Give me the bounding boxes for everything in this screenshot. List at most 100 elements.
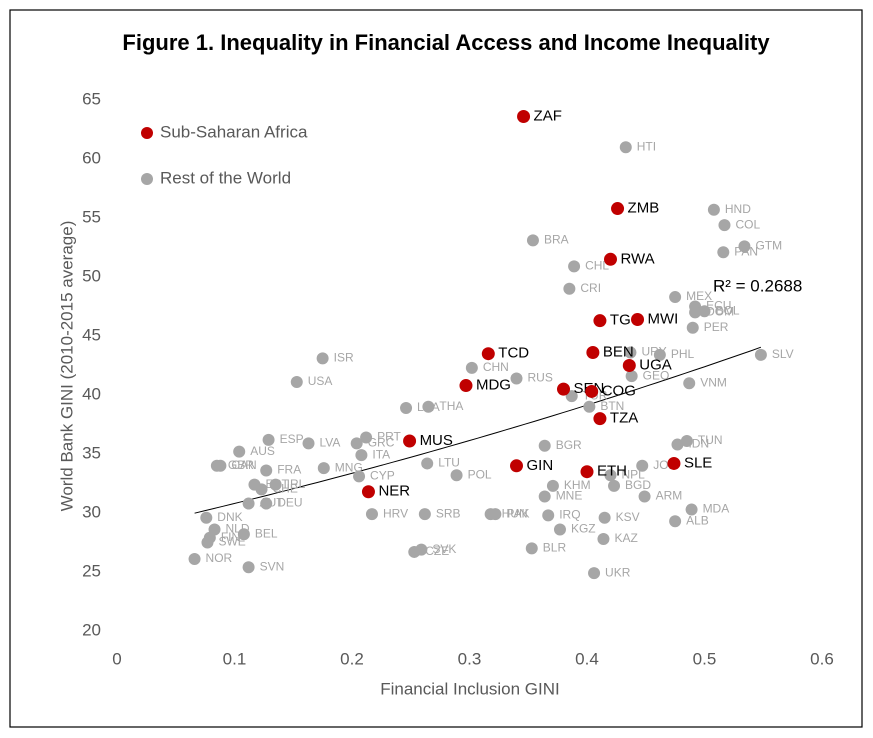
point-label: GIN bbox=[527, 457, 554, 474]
x-tick-label: 0 bbox=[112, 649, 121, 668]
point bbox=[565, 390, 578, 403]
point bbox=[355, 449, 368, 462]
y-tick-label: 20 bbox=[82, 620, 101, 639]
point bbox=[638, 490, 651, 503]
point bbox=[583, 400, 596, 413]
point-label: TCD bbox=[498, 345, 529, 362]
point-label: DEU bbox=[277, 496, 302, 510]
point-label: TZA bbox=[610, 410, 638, 427]
x-tick-label: 0.5 bbox=[693, 649, 717, 668]
point-label: ARM bbox=[656, 489, 683, 503]
point bbox=[525, 542, 538, 555]
legend-marker bbox=[141, 173, 153, 185]
point-label: HTI bbox=[637, 139, 656, 153]
point bbox=[669, 291, 682, 304]
point bbox=[563, 282, 576, 295]
point-label: KSV bbox=[616, 510, 640, 524]
point bbox=[465, 361, 478, 374]
y-tick-label: 55 bbox=[82, 207, 101, 226]
point-label: DNK bbox=[217, 510, 242, 524]
point bbox=[653, 348, 666, 361]
point-label: PER bbox=[704, 320, 729, 334]
point-label: UKR bbox=[605, 565, 631, 579]
point-label: GTM bbox=[755, 238, 782, 252]
point bbox=[418, 508, 431, 521]
point-label: SVK bbox=[432, 542, 456, 556]
point bbox=[242, 561, 255, 574]
point-label: CYP bbox=[370, 469, 395, 483]
point bbox=[718, 219, 731, 232]
point-label: AUT bbox=[260, 496, 285, 510]
point-label: ZAF bbox=[534, 107, 562, 124]
point bbox=[593, 412, 607, 426]
y-tick-label: 30 bbox=[82, 502, 101, 521]
point bbox=[588, 567, 601, 580]
point-label: CZE bbox=[425, 544, 449, 558]
point-label: PAK bbox=[506, 506, 529, 520]
point-label: PAN bbox=[734, 244, 758, 258]
x-axis-title: Financial Inclusion GINI bbox=[380, 679, 560, 698]
point-label: KHM bbox=[564, 478, 591, 492]
point-label: SRB bbox=[436, 506, 461, 520]
point-label: TUN bbox=[698, 433, 723, 447]
point bbox=[201, 536, 214, 549]
y-tick-label: 65 bbox=[82, 89, 101, 108]
point-label: ISR bbox=[334, 351, 354, 365]
point bbox=[481, 347, 495, 361]
x-tick-label: 0.6 bbox=[810, 649, 834, 668]
point-label: LVA bbox=[320, 436, 341, 450]
point-label: ECU bbox=[706, 299, 731, 313]
point bbox=[604, 469, 617, 482]
point bbox=[598, 511, 611, 524]
point-label: VNM bbox=[700, 375, 727, 389]
legend-label: Sub-Saharan Africa bbox=[160, 122, 308, 141]
point-label: CHN bbox=[483, 360, 509, 374]
point-label: SVN bbox=[260, 559, 285, 573]
point bbox=[200, 511, 213, 524]
point-label: USA bbox=[308, 374, 333, 388]
point bbox=[707, 203, 720, 216]
point-label: MWI bbox=[648, 310, 679, 327]
point-label: MDG bbox=[476, 377, 511, 394]
point bbox=[738, 240, 751, 253]
point-label: BOL bbox=[716, 303, 740, 317]
point bbox=[680, 435, 693, 448]
point-label: CRI bbox=[580, 281, 601, 295]
point bbox=[188, 553, 201, 566]
point bbox=[580, 465, 594, 479]
point-label: MDA bbox=[703, 502, 730, 516]
point bbox=[585, 384, 599, 398]
legend-marker bbox=[141, 127, 153, 139]
point-label: KGZ bbox=[571, 522, 596, 536]
point-label: HRV bbox=[383, 506, 408, 520]
y-tick-label: 45 bbox=[82, 325, 101, 344]
point bbox=[421, 457, 434, 470]
trendline bbox=[194, 346, 762, 514]
point bbox=[517, 110, 531, 124]
point-label: ALB bbox=[686, 513, 709, 527]
point bbox=[422, 400, 435, 413]
point bbox=[538, 439, 551, 452]
point bbox=[302, 437, 315, 450]
x-tick-label: 0.2 bbox=[340, 649, 364, 668]
point bbox=[350, 437, 363, 450]
point bbox=[242, 497, 255, 510]
point bbox=[542, 509, 555, 522]
point bbox=[260, 464, 273, 477]
point bbox=[403, 434, 417, 448]
point-label: KAZ bbox=[614, 531, 637, 545]
point bbox=[611, 202, 625, 216]
point-label: FRA bbox=[277, 463, 301, 477]
x-tick-label: 0.3 bbox=[458, 649, 482, 668]
point bbox=[510, 372, 523, 385]
point bbox=[568, 260, 581, 273]
point-label: LTU bbox=[438, 456, 460, 470]
point bbox=[553, 523, 566, 536]
point-label: ITA bbox=[372, 447, 390, 461]
point bbox=[260, 497, 273, 510]
point-label: MUS bbox=[420, 432, 453, 449]
point bbox=[360, 431, 373, 444]
y-tick-label: 50 bbox=[82, 266, 101, 285]
point-label: SLE bbox=[684, 454, 712, 471]
point-label: COG bbox=[602, 382, 636, 399]
